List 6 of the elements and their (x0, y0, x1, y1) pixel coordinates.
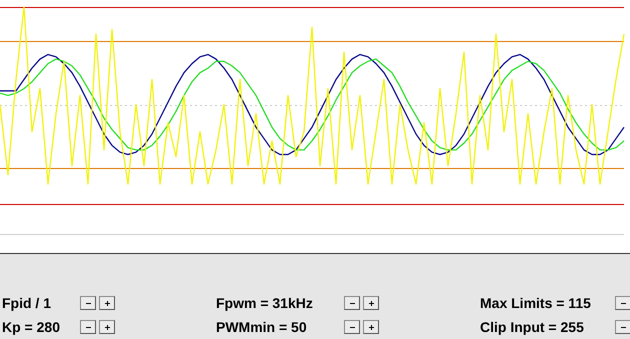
text: Fpwm = 31kHz (216, 295, 313, 311)
text: Max Limits = 115 (480, 295, 591, 311)
text: Fpid / 1 (2, 295, 51, 311)
text: Clip Input = 255 (480, 319, 584, 335)
text: PWMmin = 50 (216, 319, 307, 335)
text: Kp = 280 (2, 319, 60, 335)
